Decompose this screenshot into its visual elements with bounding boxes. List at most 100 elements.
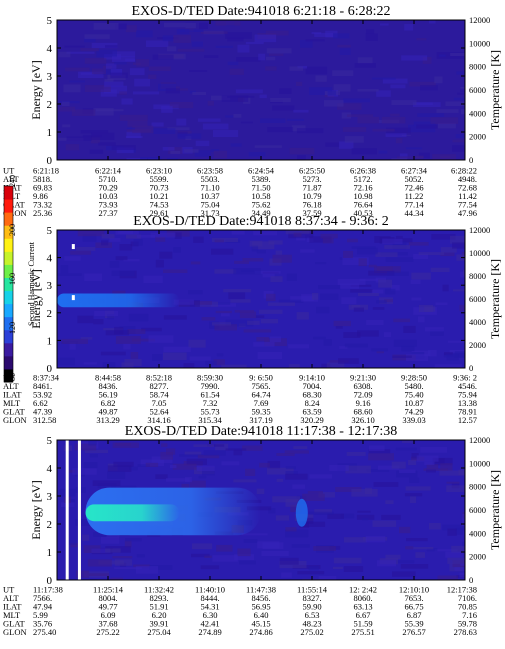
- heatmap-texture-cell: [103, 328, 124, 331]
- y-right-tick-label: 8000: [469, 482, 486, 492]
- heatmap-texture-cell: [272, 254, 292, 263]
- heatmap-texture-cell: [460, 271, 465, 278]
- heatmap-texture-cell: [333, 33, 350, 39]
- heatmap-texture-cell: [297, 571, 325, 575]
- heatmap-texture-cell: [215, 443, 229, 451]
- heatmap-texture-cell: [376, 300, 387, 304]
- heatmap-texture-cell: [155, 259, 164, 268]
- heatmap-features: [65, 440, 308, 580]
- heatmap-texture-cell: [266, 293, 276, 302]
- colorbar-tick-label: 240: [8, 175, 17, 187]
- heatmap-texture-cell: [293, 232, 302, 237]
- heatmap-texture-cell: [285, 230, 310, 235]
- heatmap-texture-cell: [143, 275, 163, 283]
- heatmap-texture-cell: [203, 450, 226, 456]
- heatmap-texture-cell: [285, 527, 297, 532]
- y-tick-label: 1: [47, 127, 53, 139]
- heatmap-texture-cell: [77, 230, 105, 237]
- heatmap-texture-cell: [378, 279, 393, 288]
- ephemeris-value: 8060.: [353, 593, 372, 603]
- heatmap-texture-cell: [181, 483, 190, 489]
- heatmap-texture-cell: [253, 342, 275, 347]
- heatmap-texture-cell: [135, 566, 159, 574]
- heatmap-texture-cell: [285, 498, 299, 507]
- heatmap-texture-cell: [257, 352, 283, 359]
- heatmap-texture-cell: [133, 239, 143, 246]
- ephemeris-value: 29.61: [149, 208, 168, 218]
- heatmap-texture-cell: [84, 34, 110, 39]
- heatmap-texture-cell: [376, 266, 393, 271]
- heatmap-texture-cell: [112, 56, 135, 62]
- heatmap-texture-cell: [126, 127, 135, 130]
- heatmap-texture-cell: [275, 515, 290, 521]
- ephemeris-row-label: GLAT: [3, 199, 26, 209]
- heatmap-texture-cell: [194, 150, 211, 157]
- ephemeris-value: 71.50: [251, 182, 270, 192]
- heatmap-texture-cell: [322, 238, 334, 244]
- ephemeris-value: 72.09: [353, 389, 372, 399]
- ephemeris-value: 77.54: [458, 199, 478, 209]
- ephemeris-value: 4546.: [458, 381, 477, 391]
- heatmap-texture-cell: [230, 143, 242, 147]
- heatmap-texture-cell: [372, 520, 397, 527]
- y-axis-label: Energy [eV]: [29, 269, 43, 328]
- y-tick-label: 2: [47, 308, 53, 320]
- ephemeris-value: 68.30: [302, 389, 321, 399]
- heatmap-texture-cell: [115, 256, 128, 261]
- ephemeris-value: 63.59: [302, 406, 321, 416]
- heatmap-texture-cell: [337, 44, 351, 48]
- ephemeris-value: 47.96: [458, 208, 477, 218]
- heatmap-texture-cell: [376, 351, 384, 354]
- ephemeris-value: 48.23: [302, 618, 321, 628]
- heatmap-texture-cell: [155, 474, 168, 479]
- heatmap-texture-cell: [343, 98, 370, 103]
- ephemeris-value: 12: 2:42: [349, 584, 377, 594]
- ephemeris-value: 9.16: [356, 398, 371, 408]
- heatmap-texture-cell: [133, 564, 151, 568]
- heatmap-texture-cell: [126, 129, 151, 133]
- heatmap-texture-cell: [276, 453, 295, 456]
- heatmap-texture-cell: [64, 256, 81, 261]
- heatmap-texture-cell: [233, 268, 261, 275]
- heatmap-texture-cell: [107, 314, 114, 320]
- ephemeris-value: 6.30: [203, 610, 218, 620]
- ephemeris-value: 49.87: [98, 406, 117, 416]
- ephemeris-value: 7004.: [302, 381, 321, 391]
- heatmap-texture-cell: [83, 362, 97, 365]
- ephemeris-value: 8:37:34: [33, 372, 60, 382]
- heatmap-texture-cell: [413, 547, 434, 550]
- heatmap-texture-cell: [163, 269, 188, 273]
- heatmap-texture-cell: [61, 338, 88, 344]
- y-right-tick-label: 0: [469, 363, 473, 373]
- heatmap-texture-cell: [114, 567, 142, 570]
- heatmap-texture-cell: [314, 509, 332, 514]
- heatmap-texture-cell: [165, 478, 190, 482]
- heatmap-texture-cell: [132, 91, 160, 95]
- heatmap-texture-cell: [288, 364, 300, 368]
- heatmap-texture-cell: [357, 88, 379, 92]
- heatmap-texture-cell: [268, 240, 283, 245]
- ephemeris-value: 9:28:50: [401, 372, 427, 382]
- heatmap-texture-cell: [315, 75, 327, 82]
- heatmap-texture-cell: [105, 45, 118, 48]
- heatmap-texture-cell: [357, 293, 379, 297]
- heatmap-texture-cell: [401, 345, 415, 352]
- ephemeris-value: 275.51: [351, 627, 374, 637]
- heatmap-texture-cell: [212, 237, 238, 243]
- heatmap-texture-cell: [202, 467, 215, 476]
- y-tick-label: 4: [47, 43, 53, 55]
- ephemeris-value: 6308.: [353, 381, 372, 391]
- heatmap-texture-cell: [259, 309, 283, 314]
- heatmap-texture-cell: [390, 84, 406, 89]
- heatmap-texture-cell: [125, 538, 142, 542]
- heatmap-texture-cell: [268, 508, 276, 514]
- heatmap-texture-cell: [293, 446, 308, 449]
- heatmap-texture-cell: [76, 246, 96, 251]
- heatmap-texture-cell: [125, 234, 141, 239]
- heatmap-texture-cell: [207, 100, 214, 106]
- heatmap-texture-cell: [385, 288, 396, 295]
- heatmap-texture-cell: [461, 518, 465, 527]
- heatmap-texture-cell: [184, 476, 192, 483]
- y-right-tick-label: 0: [469, 575, 473, 585]
- heatmap-texture-cell: [411, 297, 422, 301]
